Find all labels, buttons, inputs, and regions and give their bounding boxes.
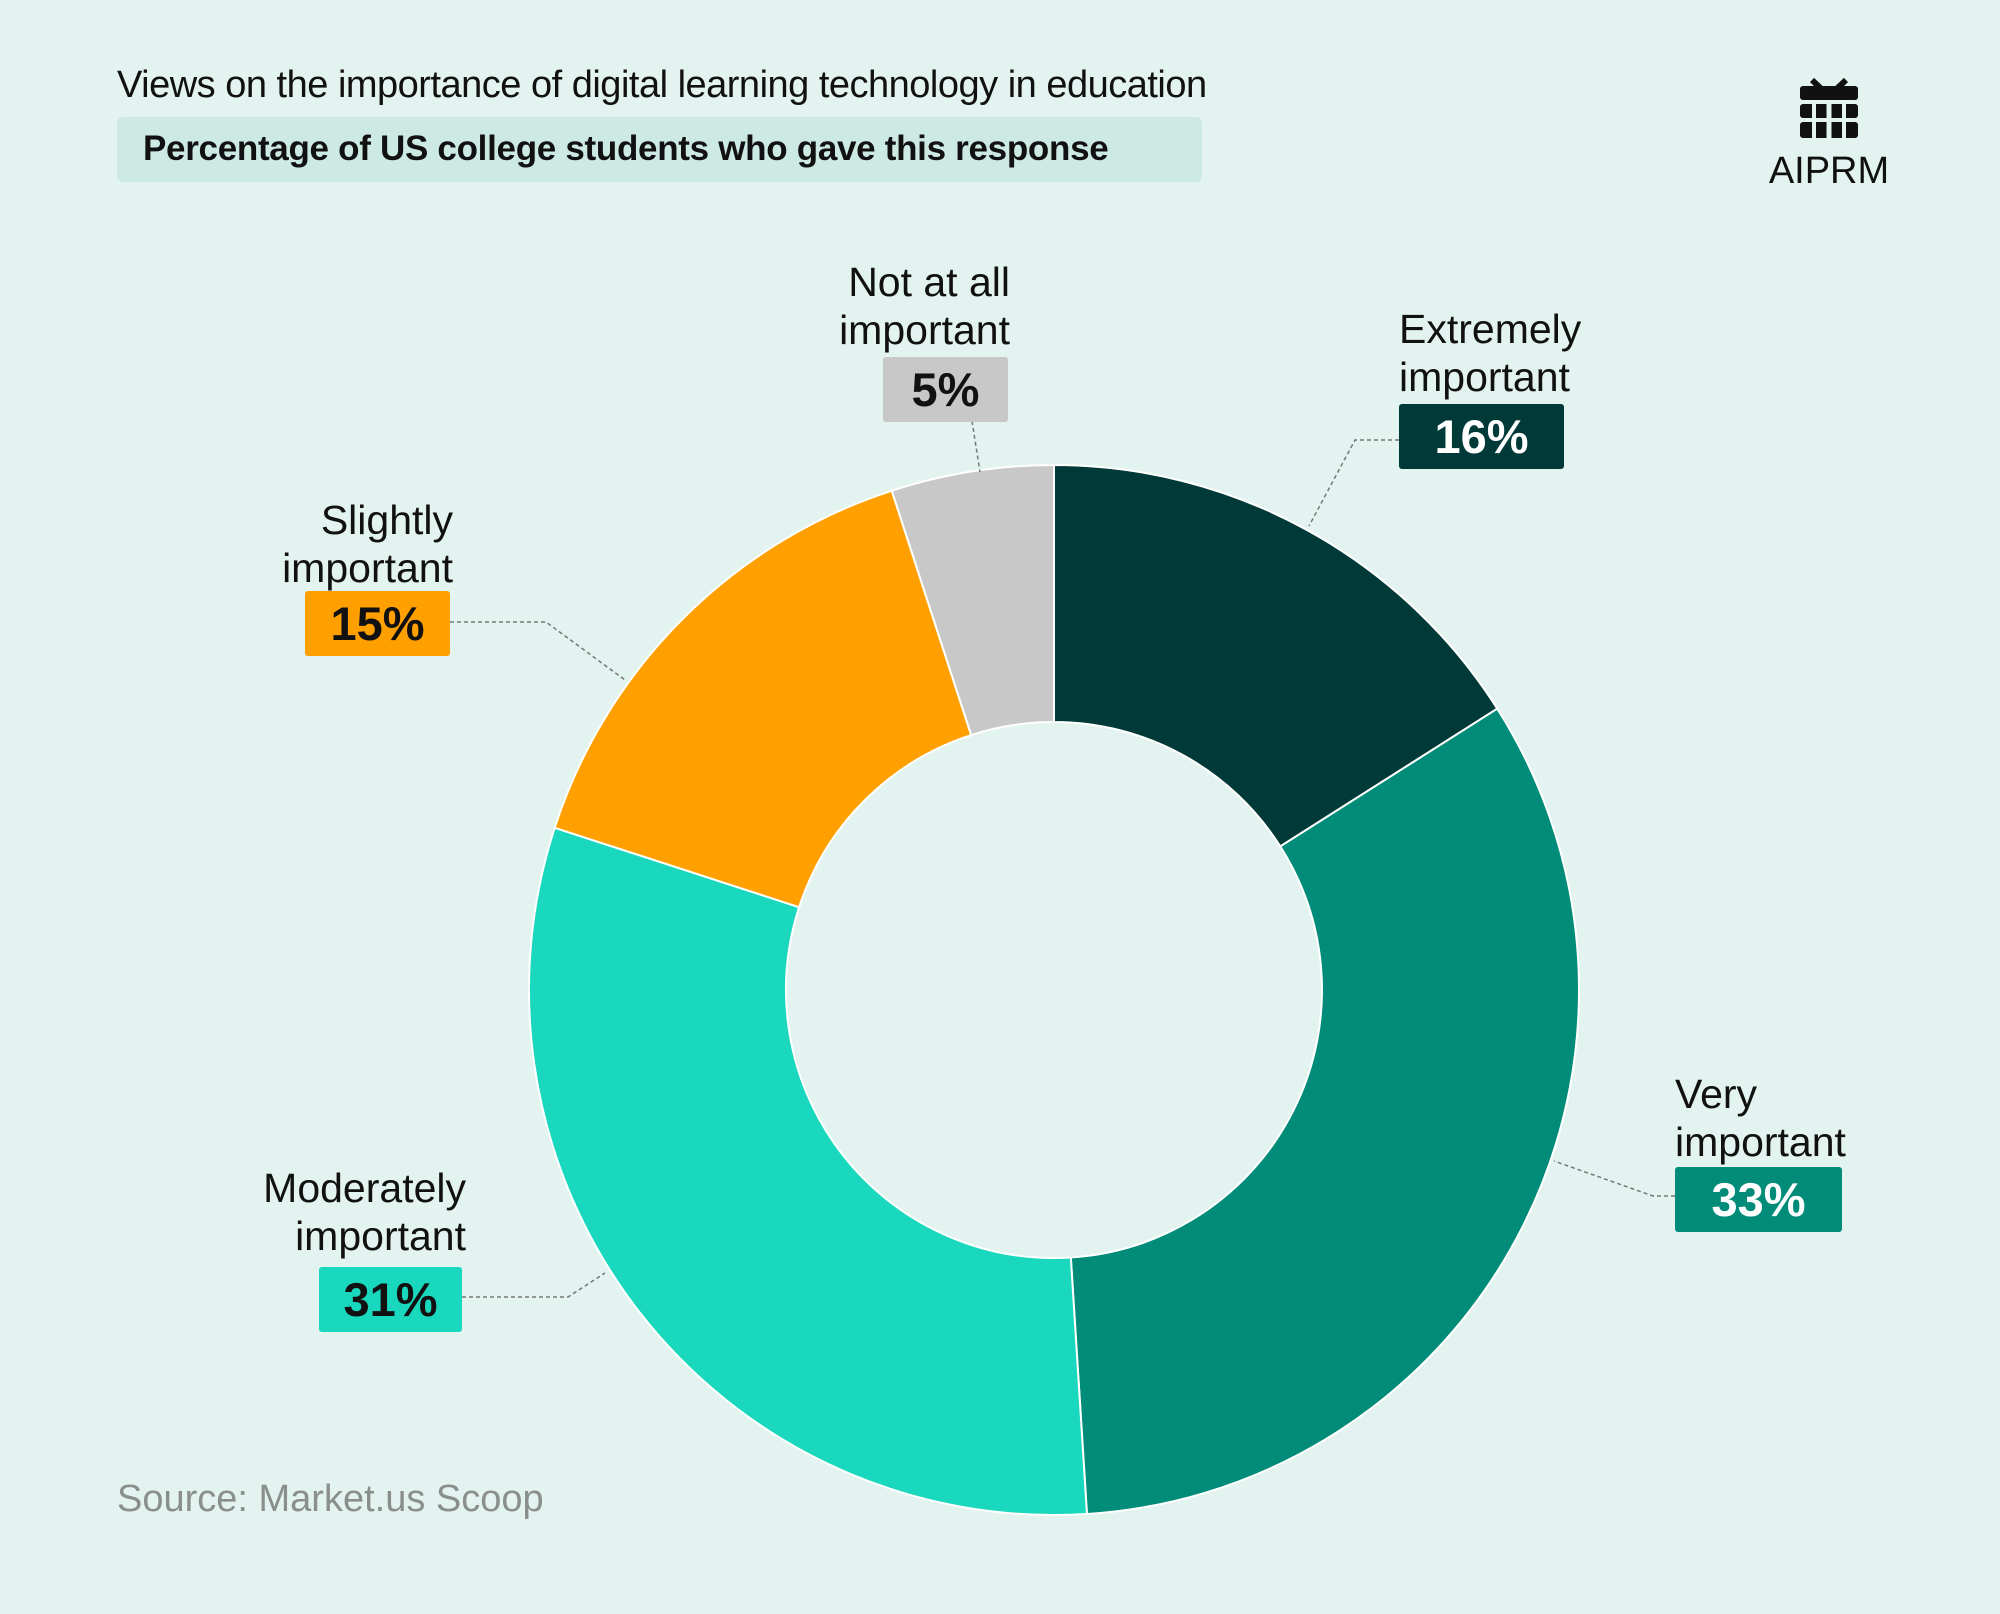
leader-line xyxy=(1553,1160,1675,1197)
value-label: 16% xyxy=(1399,404,1564,469)
value-label: 31% xyxy=(319,1267,462,1332)
value-label: 33% xyxy=(1675,1167,1842,1232)
brand-name: AIPRM xyxy=(1768,150,1890,192)
slice-label: Moderately important xyxy=(263,1165,466,1259)
donut-slice xyxy=(553,489,973,909)
brand-logo xyxy=(1800,77,1858,138)
slice-label: Extremely important xyxy=(1399,306,1582,400)
leader-line xyxy=(450,621,626,681)
donut-slice xyxy=(1069,707,1580,1516)
title: Views on the importance of digital learn… xyxy=(117,64,1207,106)
slice-label: Not at all important xyxy=(839,259,1010,353)
donut-slice xyxy=(890,463,1055,737)
value-label: 5% xyxy=(883,357,1008,422)
donut-slice xyxy=(1053,463,1499,848)
value-label: 15% xyxy=(305,591,450,656)
source: Source: Market.us Scoop xyxy=(117,1478,544,1520)
leader-line xyxy=(462,1272,606,1298)
slice-label: Slightly important xyxy=(282,497,453,591)
slice-label: Very important xyxy=(1675,1071,1846,1165)
donut-slice xyxy=(528,826,1089,1516)
subtitle-background xyxy=(117,117,1202,182)
subtitle: Percentage of US college students who ga… xyxy=(143,129,1109,168)
leader-line xyxy=(971,420,981,473)
leader-line xyxy=(1308,439,1399,527)
